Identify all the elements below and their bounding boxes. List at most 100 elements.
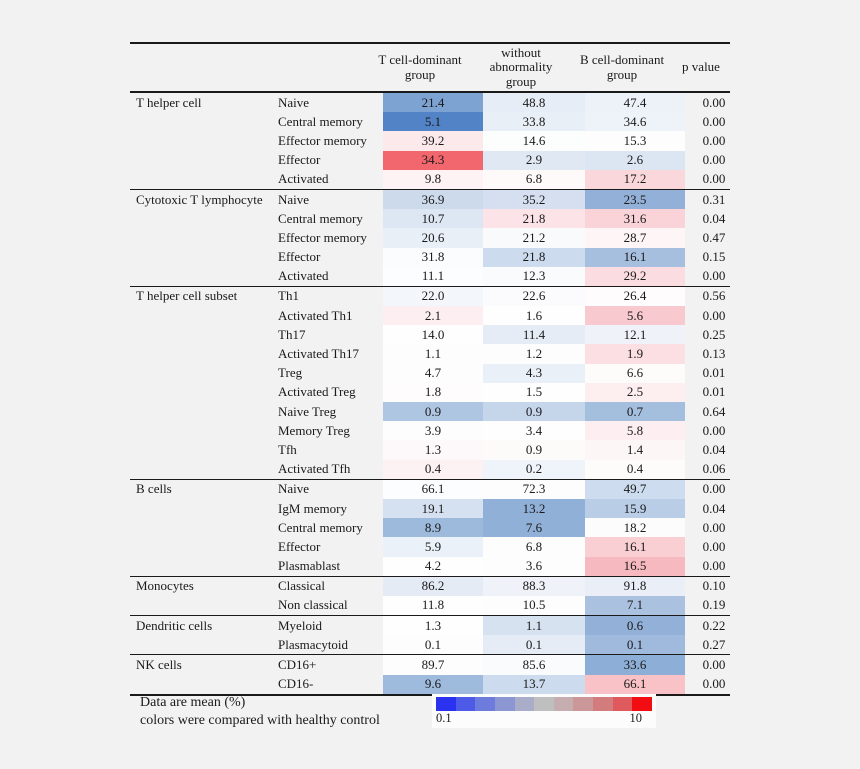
row-label: Tfh bbox=[278, 441, 297, 457]
value-cell: 5.6 bbox=[585, 306, 685, 326]
legend-segment bbox=[573, 697, 594, 711]
value-cell: 29.2 bbox=[585, 266, 685, 286]
legend-segment bbox=[455, 697, 476, 711]
value-cell: 7.6 bbox=[483, 518, 585, 538]
table-body: T helper cell Naive 21.4 48.8 47.4 0.00 Centra… bbox=[130, 93, 730, 696]
table-row: Plasmacytoid 0.1 0.1 0.1 0.27 bbox=[130, 635, 730, 655]
row-label: Memory Treg bbox=[278, 422, 350, 438]
value-cell: 1.1 bbox=[483, 616, 585, 636]
row-label: Effector bbox=[278, 249, 321, 265]
p-value-cell: 0.47 bbox=[702, 229, 726, 245]
value-cell: 11.1 bbox=[383, 266, 483, 286]
p-value-cell: 0.00 bbox=[702, 676, 726, 692]
p-value-cell: 0.01 bbox=[702, 384, 726, 400]
table-section: B cells Naive 66.1 72.3 49.7 0.00 IgM memory 19… bbox=[130, 479, 730, 577]
table-row: Treg 4.7 4.3 6.6 0.01 bbox=[130, 363, 730, 383]
value-cell: 1.4 bbox=[585, 440, 685, 460]
value-cell: 16.5 bbox=[585, 556, 685, 576]
table-section: T helper cell Naive 21.4 48.8 47.4 0.00 Centra… bbox=[130, 93, 730, 190]
row-label: Effector memory bbox=[278, 229, 367, 245]
value-cell: 6.8 bbox=[483, 537, 585, 557]
value-cell: 19.1 bbox=[383, 498, 483, 519]
group-label bbox=[130, 151, 271, 170]
legend-segment bbox=[534, 697, 554, 711]
value-cell: 2.5 bbox=[585, 382, 685, 402]
row-label: Treg bbox=[278, 365, 303, 381]
legend-segment bbox=[632, 697, 653, 711]
value-cell: 2.1 bbox=[383, 306, 483, 326]
group-label bbox=[130, 267, 271, 286]
group-label bbox=[130, 228, 271, 247]
value-cell: 1.2 bbox=[483, 344, 585, 364]
group-label bbox=[130, 635, 271, 654]
value-cell: 49.7 bbox=[585, 479, 685, 499]
group-label bbox=[130, 460, 271, 479]
p-value-cell: 0.00 bbox=[702, 171, 726, 187]
table-row: T helper cell subset Th1 22.0 22.6 26.4 0.56 bbox=[130, 286, 730, 307]
value-cell: 13.2 bbox=[483, 498, 585, 519]
p-value-cell: 0.00 bbox=[702, 132, 726, 148]
table-row: Activated Treg 1.8 1.5 2.5 0.01 bbox=[130, 382, 730, 402]
value-cell: 3.9 bbox=[383, 421, 483, 441]
value-cell: 47.4 bbox=[585, 93, 685, 113]
table-section: Dendritic cells Myeloid 1.3 1.1 0.6 0.22 Plasm… bbox=[130, 616, 730, 656]
group-label bbox=[130, 344, 271, 363]
table-section: Monocytes Classical 86.2 88.3 91.8 0.10 Non cl… bbox=[130, 576, 730, 617]
value-cell: 3.4 bbox=[483, 421, 585, 441]
value-cell: 18.2 bbox=[585, 518, 685, 538]
value-cell: 21.4 bbox=[383, 93, 483, 113]
value-cell: 36.9 bbox=[383, 189, 483, 210]
group-label bbox=[130, 675, 271, 694]
value-cell: 0.2 bbox=[483, 459, 585, 479]
p-value-cell: 0.64 bbox=[702, 403, 726, 419]
p-value-cell: 0.04 bbox=[702, 210, 726, 226]
table-row: IgM memory 19.1 13.2 15.9 0.04 bbox=[130, 498, 730, 519]
group-label: Monocytes bbox=[136, 578, 194, 594]
row-label: Activated Th17 bbox=[278, 346, 359, 362]
value-cell: 1.3 bbox=[383, 440, 483, 460]
value-cell: 34.3 bbox=[383, 150, 483, 170]
legend-segment bbox=[553, 697, 574, 711]
value-cell: 10.7 bbox=[383, 209, 483, 229]
value-cell: 14.6 bbox=[483, 131, 585, 151]
table-row: Effector 31.8 21.8 16.1 0.15 bbox=[130, 247, 730, 267]
table-row: Tfh 1.3 0.9 1.4 0.04 bbox=[130, 440, 730, 460]
header-cell-p-value: p value bbox=[672, 60, 730, 75]
table-row: Effector 5.9 6.8 16.1 0.00 bbox=[130, 537, 730, 557]
value-cell: 8.9 bbox=[383, 518, 483, 538]
value-cell: 6.8 bbox=[483, 169, 585, 189]
value-cell: 2.6 bbox=[585, 150, 685, 170]
p-value-cell: 0.31 bbox=[702, 191, 726, 207]
table-row: Central memory 5.1 33.8 34.6 0.00 bbox=[130, 112, 730, 132]
value-cell: 66.1 bbox=[383, 479, 483, 499]
p-value-cell: 0.04 bbox=[702, 441, 726, 457]
row-label: Central memory bbox=[278, 519, 363, 535]
value-cell: 72.3 bbox=[483, 479, 585, 499]
value-cell: 9.8 bbox=[383, 169, 483, 189]
p-value-cell: 0.22 bbox=[702, 617, 726, 633]
value-cell: 21.2 bbox=[483, 228, 585, 248]
table-row: Non classical 11.8 10.5 7.1 0.19 bbox=[130, 595, 730, 616]
legend-segment bbox=[494, 697, 515, 711]
group-label bbox=[130, 499, 271, 518]
p-value-cell: 0.00 bbox=[702, 558, 726, 574]
group-label: Dendritic cells bbox=[136, 617, 213, 633]
group-label bbox=[130, 248, 271, 267]
value-cell: 4.7 bbox=[383, 363, 483, 383]
header-label: B cell-dominant group bbox=[579, 51, 665, 82]
table-row: Central memory 10.7 21.8 31.6 0.04 bbox=[130, 209, 730, 229]
value-cell: 5.1 bbox=[383, 112, 483, 132]
value-cell: 22.0 bbox=[383, 286, 483, 307]
row-label: Myeloid bbox=[278, 617, 323, 633]
table-row: Effector memory 20.6 21.2 28.7 0.47 bbox=[130, 228, 730, 248]
legend-gradient-bar bbox=[436, 697, 653, 711]
group-label bbox=[130, 209, 271, 228]
row-label: Naive bbox=[278, 191, 310, 207]
row-label: IgM memory bbox=[278, 500, 347, 516]
row-label: Activated bbox=[278, 171, 329, 187]
row-label: Effector memory bbox=[278, 132, 367, 148]
group-label: B cells bbox=[136, 481, 172, 497]
legend-segment bbox=[475, 697, 495, 711]
header-cell-without-abnormality: without abnormality group bbox=[470, 45, 572, 90]
row-label: Central memory bbox=[278, 210, 363, 226]
